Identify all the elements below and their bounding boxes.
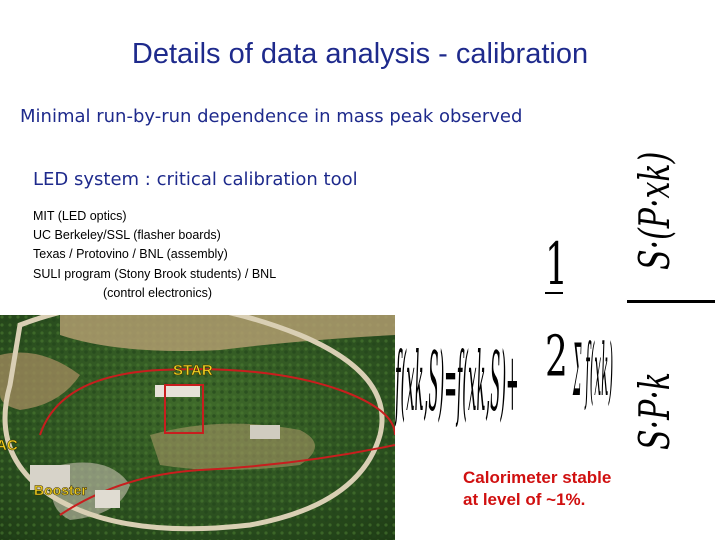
aerial-photo: STAR Booster AC: [0, 315, 395, 540]
calibration-formula: f(xk,S)=f(xk,S)+ 1 2 Σ f(xk) S·(P·xk) S·…: [395, 140, 720, 460]
fraction-denominator: 2: [545, 325, 568, 390]
star-label: STAR: [173, 362, 213, 379]
led-system-heading: LED system : critical calibration tool: [33, 169, 358, 190]
right-numerator: S·(P·xk): [630, 152, 679, 270]
slide-title: Details of data analysis - calibration: [131, 38, 589, 70]
credit-item: MIT (LED optics): [33, 209, 127, 223]
credit-item: UC Berkeley/SSL (flasher boards): [33, 228, 221, 243]
stability-note: Calorimeter stable at level of ~1%.: [463, 467, 611, 511]
note-line: Calorimeter stable: [463, 468, 612, 487]
formula-lhs: f(xk,S)=f(xk,S)+: [395, 335, 519, 430]
fraction-numerator: 1: [545, 231, 568, 298]
slide-subtitle: Minimal run-by-run dependence in mass pe…: [20, 106, 523, 127]
credits-list: MIT (LED optics) UC Berkeley/SSL (flashe…: [33, 207, 276, 303]
ac-label: AC: [0, 437, 18, 454]
credit-item: Texas / Protovino / BNL (assembly): [33, 247, 228, 262]
booster-label: Booster: [34, 482, 87, 498]
right-denominator: S·P·k: [630, 372, 679, 450]
credit-item: (control electronics): [103, 285, 213, 300]
credit-item: SULI program (Stony Brook students) / BN…: [33, 266, 277, 281]
sum-term: Σ f(xk): [573, 329, 614, 413]
note-line: at level of ~1%.: [463, 490, 586, 509]
